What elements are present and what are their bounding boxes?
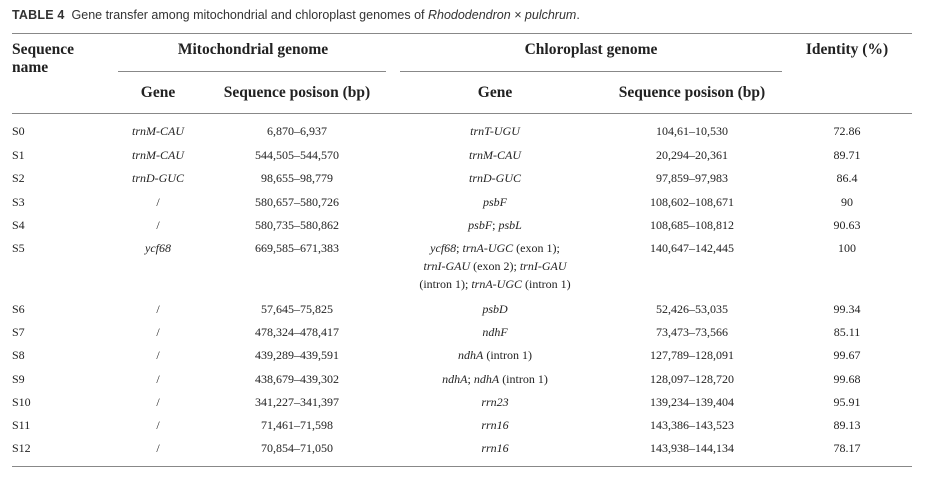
chloro-position-cell: 108,685–108,812 xyxy=(650,218,734,232)
mito-span-rule xyxy=(118,71,386,72)
mito-gene-cell: / xyxy=(156,195,160,209)
header-chloro-position: Sequence posison (bp) xyxy=(618,84,766,101)
identity-cell: 95.91 xyxy=(833,395,861,409)
caption-text: Gene transfer among mitochondrial and ch… xyxy=(71,8,428,22)
identity-cell: 90 xyxy=(841,195,853,209)
chloro-position-cell: 140,647–142,445 xyxy=(650,241,734,255)
mito-position-cell: 669,585–671,383 xyxy=(255,241,339,255)
mito-gene-cell: / xyxy=(156,395,160,409)
mito-gene-cell: trnM-CAU xyxy=(132,124,184,138)
chloro-position-cell: 52,426–53,035 xyxy=(656,302,728,316)
mito-gene-cell: trnD-GUC xyxy=(131,171,185,185)
chloro-gene-cell: psbF; psbL xyxy=(468,218,522,232)
mito-gene-cell: ycf68 xyxy=(145,241,171,255)
identity-cell: 78.17 xyxy=(833,441,861,455)
sequence-name-cell: S6 xyxy=(12,302,25,316)
header-sequence-name-line1: Sequence xyxy=(12,41,74,58)
mito-gene-cell: / xyxy=(156,372,160,386)
sequence-name-cell: S10 xyxy=(12,395,31,409)
mito-gene-cell: / xyxy=(156,418,160,432)
mito-gene-cell: / xyxy=(156,441,160,455)
header-sequence-name-line2: name xyxy=(12,59,49,76)
identity-cell: 100 xyxy=(838,241,856,255)
mito-position-cell: 57,645–75,825 xyxy=(261,302,333,316)
identity-cell: 99.67 xyxy=(833,348,861,362)
mito-gene-cell: / xyxy=(156,325,160,339)
sequence-name-cell: S7 xyxy=(12,325,25,339)
chloro-gene-cell: (intron 1); trnA-UGC (intron 1) xyxy=(419,277,571,291)
chloro-position-cell: 97,859–97,983 xyxy=(656,171,728,185)
sequence-name-cell: S3 xyxy=(12,195,25,209)
chloro-gene-cell: ndhA (intron 1) xyxy=(458,348,532,362)
identity-cell: 89.13 xyxy=(833,418,861,432)
chloro-gene-cell: rrn16 xyxy=(481,418,509,432)
identity-cell: 99.34 xyxy=(833,302,861,316)
header-mito-position: Sequence posison (bp) xyxy=(223,84,371,101)
chloro-position-cell: 108,602–108,671 xyxy=(650,195,734,209)
mito-position-cell: 98,655–98,779 xyxy=(261,171,333,185)
chloro-gene-cell: psbF xyxy=(483,195,507,209)
chloro-gene-cell: ycf68; trnA-UGC (exon 1); xyxy=(430,241,560,255)
sequence-name-cell: S11 xyxy=(12,418,31,432)
caption-end: . xyxy=(576,8,580,22)
chloro-position-cell: 143,386–143,523 xyxy=(650,418,734,432)
bottom-rule xyxy=(12,466,912,467)
chloro-gene-cell: ndhA; ndhA (intron 1) xyxy=(442,372,548,386)
sequence-name-cell: S9 xyxy=(12,372,25,386)
mito-position-cell: 438,679–439,302 xyxy=(255,372,339,386)
top-rule xyxy=(12,33,912,34)
sequence-name-cell: S12 xyxy=(12,441,31,455)
mito-gene-cell: / xyxy=(156,218,160,232)
chloro-gene-cell: psbD xyxy=(482,302,508,316)
chloro-gene-cell: trnT-UGU xyxy=(470,124,520,138)
sequence-name-cell: S4 xyxy=(12,218,25,232)
table-label: TABLE 4 xyxy=(12,8,65,22)
identity-cell: 90.63 xyxy=(833,218,861,232)
chloro-span-rule xyxy=(400,71,782,72)
identity-cell: 85.11 xyxy=(833,325,861,339)
header-mito-gene: Gene xyxy=(140,84,176,101)
chloro-position-cell: 127,789–128,091 xyxy=(650,348,734,362)
chloro-gene-cell: trnD-GUC xyxy=(468,171,522,185)
chloro-position-cell: 128,097–128,720 xyxy=(650,372,734,386)
header-chloroplast-genome: Chloroplast genome xyxy=(524,41,658,58)
identity-cell: 99.68 xyxy=(833,372,861,386)
table-caption: TABLE 4 Gene transfer among mitochondria… xyxy=(12,8,580,22)
mito-position-cell: 544,505–544,570 xyxy=(255,148,339,162)
header-identity: Identity (%) xyxy=(805,41,889,58)
sequence-name-cell: S0 xyxy=(12,124,25,138)
chloro-gene-cell: trnI-GAU (exon 2); trnI-GAU xyxy=(423,259,567,273)
identity-cell: 72.86 xyxy=(833,124,861,138)
sequence-name-cell: S1 xyxy=(12,148,25,162)
mito-position-cell: 6,870–6,937 xyxy=(267,124,327,138)
chloro-position-cell: 143,938–144,134 xyxy=(650,441,734,455)
chloro-gene-cell: trnM-CAU xyxy=(469,148,521,162)
mito-position-cell: 341,227–341,397 xyxy=(255,395,339,409)
header-chloro-gene: Gene xyxy=(477,84,513,101)
mito-gene-cell: / xyxy=(156,348,160,362)
chloro-position-cell: 104,61–10,530 xyxy=(656,124,728,138)
caption-species: Rhododendron × pulchrum xyxy=(427,8,577,22)
mito-position-cell: 439,289–439,591 xyxy=(255,348,339,362)
chloro-gene-cell: ndhF xyxy=(482,325,508,339)
mito-position-cell: 478,324–478,417 xyxy=(255,325,339,339)
chloro-position-cell: 73,473–73,566 xyxy=(656,325,728,339)
chloro-gene-cell: rrn23 xyxy=(481,395,509,409)
chloro-gene-cell: rrn16 xyxy=(481,441,509,455)
mito-position-cell: 71,461–71,598 xyxy=(261,418,333,432)
identity-cell: 89.71 xyxy=(833,148,861,162)
mito-position-cell: 580,657–580,726 xyxy=(255,195,339,209)
chloro-position-cell: 20,294–20,361 xyxy=(656,148,728,162)
sequence-name-cell: S5 xyxy=(12,241,25,255)
mito-position-cell: 580,735–580,862 xyxy=(255,218,339,232)
mito-gene-cell: trnM-CAU xyxy=(132,148,184,162)
header-mitochondrial-genome: Mitochondrial genome xyxy=(177,41,329,58)
header-bottom-rule xyxy=(12,113,912,114)
mito-gene-cell: / xyxy=(156,302,160,316)
sequence-name-cell: S2 xyxy=(12,171,25,185)
sequence-name-cell: S8 xyxy=(12,348,25,362)
mito-position-cell: 70,854–71,050 xyxy=(261,441,333,455)
chloro-position-cell: 139,234–139,404 xyxy=(650,395,734,409)
identity-cell: 86.4 xyxy=(836,171,858,185)
